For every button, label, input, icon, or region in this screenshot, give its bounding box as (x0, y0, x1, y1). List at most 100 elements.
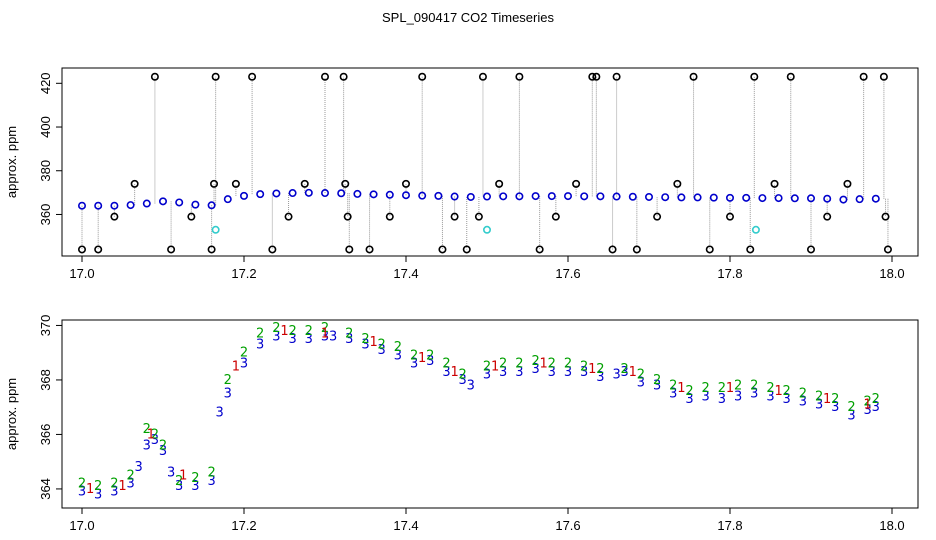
data-point: 3 (442, 365, 450, 380)
data-point (725, 193, 734, 202)
data-point: 1 (823, 392, 831, 407)
outlier-point (515, 72, 524, 81)
x-tick-label: 17.2 (231, 518, 256, 533)
data-point: 3 (815, 397, 823, 412)
data-point (547, 192, 556, 201)
outlier-point (495, 179, 504, 188)
data-point (855, 195, 864, 204)
outlier-point (632, 245, 641, 254)
data-point: 1 (418, 351, 426, 366)
data-point: 3 (831, 400, 839, 415)
data-point: 3 (499, 365, 507, 380)
outlier-point (418, 72, 427, 81)
outlier-point (551, 212, 560, 221)
x-tick-label: 17.4 (393, 518, 418, 533)
outlier-point (572, 179, 581, 188)
outlier-point (300, 179, 309, 188)
data-point (531, 192, 540, 201)
outlier-point (859, 72, 868, 81)
data-point: 3 (637, 376, 645, 391)
data-point (211, 225, 220, 234)
data-point (482, 225, 491, 234)
data-point: 2 (256, 327, 264, 342)
outlier-point (770, 179, 779, 188)
data-point: 3 (864, 403, 872, 418)
data-point: 1 (86, 482, 94, 497)
data-point: 3 (669, 387, 677, 402)
data-point (304, 188, 313, 197)
data-point: 3 (288, 332, 296, 347)
data-point (758, 194, 767, 203)
data-point (790, 194, 799, 203)
data-point (320, 189, 329, 198)
outlier-point (823, 212, 832, 221)
outlier-point (210, 179, 219, 188)
data-point (677, 193, 686, 202)
data-point: 2 (143, 422, 151, 437)
data-point: 2 (151, 427, 159, 442)
data-point: 3 (580, 365, 588, 380)
data-point: 2 (159, 438, 167, 453)
data-point: 3 (272, 329, 280, 344)
outlier-point (705, 245, 714, 254)
data-point: 2 (321, 321, 329, 336)
data-point (693, 193, 702, 202)
data-point: 3 (734, 389, 742, 404)
data-point: 2 (548, 357, 556, 372)
data-point (126, 201, 135, 210)
y-tick-label: 400 (38, 116, 53, 138)
data-point (78, 201, 87, 210)
data-point: 3 (410, 357, 418, 372)
data-point (515, 192, 524, 201)
outlier-point (207, 245, 216, 254)
data-point: 3 (78, 485, 86, 500)
data-point: 1 (629, 365, 637, 380)
data-point: 2 (410, 348, 418, 363)
data-point: 1 (491, 359, 499, 374)
outlier-point (746, 245, 755, 254)
data-point: 3 (548, 365, 556, 380)
x-tick-label: 17.8 (717, 266, 742, 281)
outlier-point (284, 212, 293, 221)
data-point (742, 193, 751, 202)
data-point: 2 (240, 346, 248, 361)
data-point: 3 (531, 362, 539, 377)
outlier-point (187, 212, 196, 221)
y-axis-label: approx. ppm (4, 378, 19, 450)
x-tick-label: 17.8 (717, 518, 742, 533)
data-point: 2 (175, 474, 183, 489)
outlier-point (535, 245, 544, 254)
data-point: 2 (815, 389, 823, 404)
data-point (142, 199, 151, 208)
plot-frame (61, 319, 919, 509)
data-point: 2 (442, 357, 450, 372)
data-point: 2 (394, 340, 402, 355)
outlier-point (345, 245, 354, 254)
outlier-point (339, 72, 348, 81)
data-point: 3 (321, 329, 329, 344)
x-tick-label: 18.0 (879, 518, 904, 533)
data-point: 3 (426, 354, 434, 369)
data-point: 2 (94, 479, 102, 494)
data-point: 3 (305, 332, 313, 347)
data-point (175, 198, 184, 207)
data-point: 3 (175, 479, 183, 494)
data-point: 3 (207, 474, 215, 489)
data-point (385, 190, 394, 199)
data-point (499, 192, 508, 201)
data-point (401, 191, 410, 200)
y-tick-label: 366 (38, 424, 53, 446)
x-tick-label: 17.2 (231, 266, 256, 281)
data-point: 3 (685, 392, 693, 407)
data-point (369, 190, 378, 199)
data-point: 3 (783, 392, 791, 407)
x-tick-label: 17.0 (69, 266, 94, 281)
data-point: 2 (669, 378, 677, 393)
y-tick-label: 380 (38, 160, 53, 182)
data-point: 3 (847, 408, 855, 423)
data-point: 1 (321, 327, 329, 342)
data-point (466, 192, 475, 201)
data-point (256, 190, 265, 199)
data-point (806, 194, 815, 203)
